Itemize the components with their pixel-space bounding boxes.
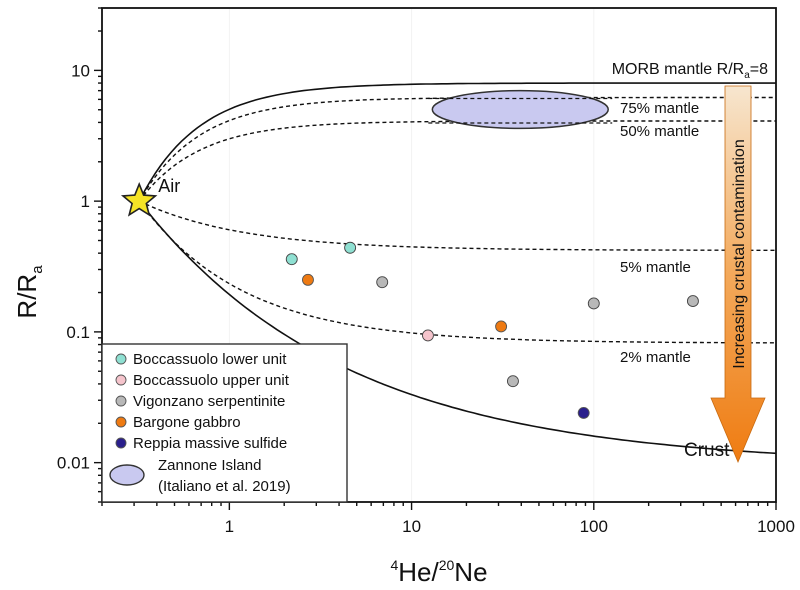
point-bargone-gabbro	[495, 320, 508, 333]
morb-mantle-label: MORB mantle R/Ra=8	[612, 61, 768, 81]
air-label: Air	[158, 176, 180, 196]
mixing-curve-crust	[138, 200, 777, 455]
legend-marker	[115, 353, 127, 365]
curve-label-5-mantle: 5% mantle	[620, 259, 691, 276]
mixing-curve-morb-mantle	[138, 82, 776, 202]
morb-label-suffix: =8	[750, 61, 768, 78]
arrow-label: Increasing crustal contamination	[731, 139, 748, 368]
y-tick-label: 0.01	[57, 454, 90, 473]
x-tick-label: 1	[225, 517, 234, 536]
curve-label-75-mantle: 75% mantle	[620, 100, 699, 117]
x-axis-title: 4He/20Ne	[390, 557, 487, 587]
mixing-curve-50-mantle	[138, 120, 776, 202]
plot-frame	[101, 7, 777, 503]
x-tick-label: 10	[402, 517, 421, 536]
morb-label-main: MORB mantle R/R	[612, 61, 744, 78]
mixing-curve-5-mantle	[138, 200, 776, 251]
legend-label-zannone: Zannone Island	[158, 457, 261, 474]
point-vigonzano-serpentinite	[376, 276, 389, 289]
morb-label-sub: a	[744, 70, 750, 81]
contamination-arrow: Increasing crustal contamination	[710, 85, 766, 464]
legend-marker	[115, 395, 127, 407]
curve-label-2-mantle: 2% mantle	[620, 349, 691, 366]
curve-labels: Air MORB mantle R/Ra=8 75% mantle 50% mantl…	[158, 61, 768, 461]
y-axis-title: R/Ra	[12, 265, 46, 319]
axes: 1 10 100 1000 0.01 0.1 1 10	[57, 7, 795, 536]
point-boccassuolo-lower-unit	[344, 241, 357, 254]
point-boccassuolo-upper-unit	[422, 329, 434, 342]
x-tick-label: 1000	[757, 517, 795, 536]
y-tick-label: 1	[81, 192, 90, 211]
curve-label-crust: Crust	[684, 440, 730, 461]
point-vigonzano-serpentinite	[587, 297, 600, 310]
zannone-island-ellipse	[431, 89, 609, 130]
point-bargone-gabbro	[302, 273, 314, 286]
legend: Boccassuolo lower unit Boccassuolo upper …	[101, 343, 348, 503]
point-reppia-massive-sulfide	[577, 406, 590, 419]
air-star-marker	[120, 181, 158, 217]
data-points	[120, 181, 699, 419]
legend-label: Reppia massive sulfide	[133, 435, 287, 452]
legend-ellipse-marker	[109, 464, 145, 486]
legend-label: Bargone gabbro	[133, 414, 241, 431]
mixing-curve-2-mantle	[138, 200, 777, 344]
legend-marker	[115, 437, 127, 449]
point-vigonzano-serpentinite	[686, 295, 699, 308]
x-tick-label: 100	[580, 517, 608, 536]
legend-label: Vigonzano serpentinite	[133, 393, 285, 410]
legend-marker	[115, 416, 127, 428]
y-tick-label: 0.1	[66, 323, 90, 342]
curve-label-50-mantle: 50% mantle	[620, 123, 699, 140]
zannone-ellipse-layer	[428, 89, 613, 130]
y-tick-label: 10	[71, 61, 90, 80]
point-vigonzano-serpentinite	[506, 375, 519, 388]
legend-label: Boccassuolo lower unit	[133, 351, 287, 368]
point-boccassuolo-lower-unit	[285, 253, 298, 266]
legend-label-citation: (Italiano et al. 2019)	[158, 478, 291, 495]
legend-marker	[115, 374, 127, 386]
y-axis-title-sub: a	[29, 265, 46, 274]
legend-label: Boccassuolo upper unit	[133, 372, 290, 389]
arrow-shape	[710, 85, 766, 464]
